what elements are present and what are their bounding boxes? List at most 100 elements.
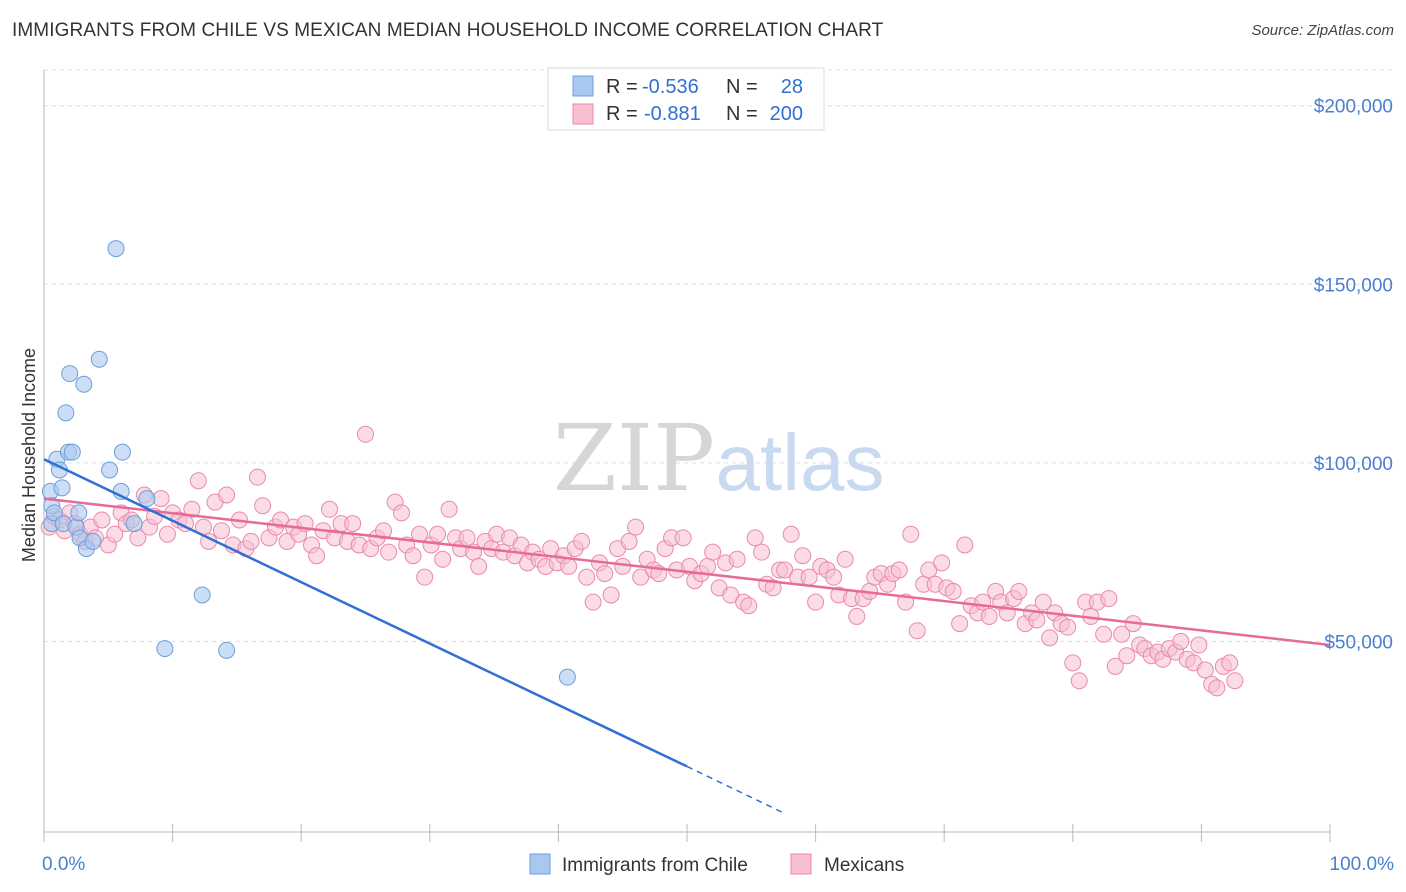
data-point-mexicans — [242, 532, 260, 550]
data-point-mexicans — [1010, 582, 1028, 600]
data-point-mexicans — [158, 525, 176, 543]
data-point-mexicans — [357, 425, 374, 443]
data-point-mexicans — [106, 525, 124, 543]
data-point-chile — [84, 532, 102, 550]
data-point-mexicans — [699, 557, 717, 575]
x-tick-label: 0.0% — [42, 854, 85, 875]
stats-legend-box — [547, 67, 825, 131]
data-point-mexicans — [1118, 647, 1136, 665]
legend-r-chile: -0.536 — [642, 76, 699, 98]
data-point-mexicans — [578, 568, 596, 586]
data-point-mexicans — [908, 622, 926, 640]
data-point-mexicans — [458, 529, 476, 547]
data-point-mexicans — [404, 547, 422, 565]
legend-n-label: N = — [726, 76, 758, 98]
trend-lines — [43, 458, 1331, 814]
data-point-mexicans — [212, 522, 230, 540]
data-point-mexicans — [1190, 636, 1208, 654]
data-point-chile — [156, 640, 174, 658]
data-point-mexicans — [944, 582, 962, 600]
data-point-chile — [63, 443, 81, 461]
bottom-legend: Immigrants from Chile Mexicans — [529, 853, 904, 876]
data-point-mexicans — [1095, 625, 1113, 643]
legend-r-label: R = — [606, 76, 638, 98]
data-point-mexicans — [776, 561, 794, 579]
data-point-chile — [558, 668, 576, 686]
data-point-mexicans — [254, 497, 272, 515]
chart-source: Source: ZipAtlas.com — [1251, 22, 1394, 39]
legend-r-label: R = — [606, 103, 638, 125]
data-point-mexicans — [746, 529, 764, 547]
data-point-mexicans — [344, 515, 362, 533]
data-point-mexicans — [1034, 593, 1052, 611]
trend-line-chile-extension — [686, 765, 784, 814]
data-point-mexicans — [1100, 590, 1118, 608]
data-point-mexicans — [620, 532, 638, 550]
data-point-mexicans — [183, 500, 201, 518]
legend-n-mexicans: 200 — [770, 103, 803, 125]
data-point-mexicans — [189, 472, 207, 490]
data-point-mexicans — [93, 511, 111, 529]
data-point-mexicans — [728, 550, 746, 568]
data-point-mexicans — [825, 568, 843, 586]
y-tick-labels: $50,000 $100,000 $150,000 $200,000 — [1314, 97, 1393, 654]
legend-swatch-chile — [572, 75, 594, 97]
trend-line-mexicans — [43, 497, 1331, 647]
legend-n-chile: 28 — [781, 76, 803, 98]
data-point-mexicans — [1221, 654, 1239, 672]
data-point-mexicans — [1226, 672, 1244, 690]
y-tick-label: $150,000 — [1314, 275, 1393, 296]
y-tick-label: $50,000 — [1324, 632, 1393, 653]
data-point-chile — [75, 375, 93, 393]
watermark: ZIP atlas — [553, 405, 885, 512]
data-point-mexicans — [429, 525, 447, 543]
legend-r-mexicans: -0.881 — [644, 103, 701, 125]
data-point-mexicans — [890, 561, 908, 579]
data-point-mexicans — [1070, 672, 1088, 690]
data-point-chile — [101, 461, 119, 479]
data-point-mexicans — [380, 543, 398, 561]
data-point-mexicans — [1106, 657, 1124, 675]
bottom-legend-label-mexicans: Mexicans — [824, 855, 904, 876]
data-point-mexicans — [596, 565, 614, 583]
data-point-mexicans — [308, 547, 326, 565]
data-point-mexicans — [152, 490, 170, 508]
data-point-mexicans — [674, 529, 692, 547]
data-point-mexicans — [416, 568, 434, 586]
data-point-mexicans — [848, 607, 866, 625]
data-point-mexicans — [393, 504, 411, 522]
data-point-mexicans — [560, 557, 578, 575]
axes — [43, 70, 1331, 842]
data-point-mexicans — [434, 550, 452, 568]
y-tick-label: $100,000 — [1314, 454, 1393, 475]
data-point-chile — [57, 404, 75, 422]
data-point-chile — [53, 479, 71, 497]
data-point-mexicans — [933, 554, 951, 572]
data-point-mexicans — [1041, 629, 1059, 647]
data-point-mexicans — [704, 543, 722, 561]
stats-legend: R = -0.536 N = 28 R = -0.881 N = 200 — [547, 67, 825, 131]
data-point-mexicans — [1196, 661, 1214, 679]
data-point-mexicans — [470, 557, 488, 575]
data-point-mexicans — [375, 522, 393, 540]
data-point-mexicans — [573, 532, 591, 550]
data-point-mexicans — [902, 525, 920, 543]
data-point-mexicans — [1059, 618, 1077, 636]
data-point-mexicans — [740, 597, 758, 615]
data-point-chile — [193, 586, 211, 604]
watermark-atlas: atlas — [716, 418, 885, 507]
data-point-mexicans — [807, 593, 825, 611]
data-point-chile — [70, 504, 88, 522]
data-point-mexicans — [320, 500, 338, 518]
data-point-mexicans — [602, 586, 620, 604]
data-point-mexicans — [956, 536, 974, 554]
data-point-mexicans — [632, 568, 650, 586]
data-point-mexicans — [794, 547, 812, 565]
y-tick-label: $200,000 — [1314, 97, 1393, 118]
chile-points — [41, 240, 576, 686]
data-point-mexicans — [1064, 654, 1082, 672]
watermark-zip: ZIP — [553, 405, 715, 512]
data-point-mexicans — [1028, 611, 1046, 629]
trend-line-chile — [43, 458, 688, 768]
